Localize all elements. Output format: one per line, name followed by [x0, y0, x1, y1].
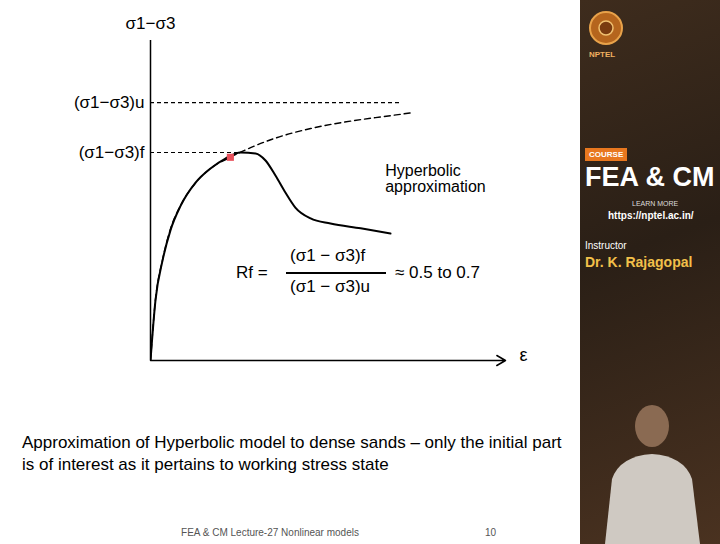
- svg-text:(σ1−σ3)f: (σ1−σ3)f: [79, 143, 145, 162]
- html-text:Dr. K. Rajagopal: Dr. K. Rajagopal: [585, 254, 693, 270]
- html-text:NPTEL: NPTEL: [589, 50, 616, 59]
- html-text:LEARN MORE: LEARN MORE: [632, 200, 679, 207]
- html-text:FEA & CM Lecture-27 Nonlinear: FEA & CM Lecture-27 Nonlinear models: [181, 527, 359, 538]
- html-text:Rf =: Rf =: [236, 263, 268, 282]
- html-text:https://nptel.ac.in/: https://nptel.ac.in/: [608, 210, 694, 221]
- html-text:≈ 0.5 to 0.7: ≈ 0.5 to 0.7: [395, 263, 480, 282]
- svg-text:Hyperbolicapproximation: Hyperbolicapproximation: [385, 162, 486, 195]
- html-text:Instructor: Instructor: [585, 240, 627, 251]
- html-text:FEA & CM: FEA & CM: [585, 162, 715, 192]
- html-text:10: 10: [485, 527, 497, 538]
- html-text:COURSE: COURSE: [589, 150, 624, 159]
- html-text:(σ1 − σ3)f: (σ1 − σ3)f: [290, 246, 366, 265]
- html-text:(σ1 − σ3)u: (σ1 − σ3)u: [290, 277, 370, 296]
- svg-text:ε: ε: [520, 345, 528, 365]
- svg-text:(σ1−σ3)u: (σ1−σ3)u: [74, 93, 145, 112]
- svg-text:σ1−σ3: σ1−σ3: [126, 14, 176, 33]
- html-text:Approximation of Hyperbolic mo: Approximation of Hyperbolic model to den…: [22, 433, 562, 475]
